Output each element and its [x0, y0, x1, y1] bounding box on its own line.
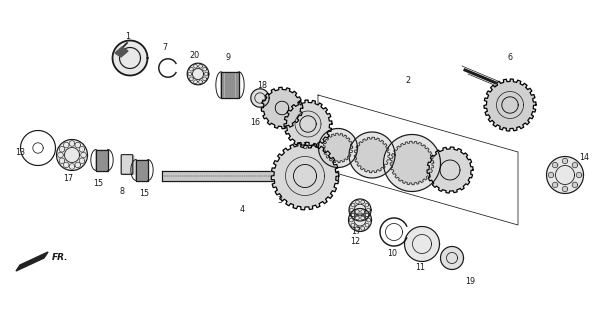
Polygon shape: [262, 87, 303, 129]
Polygon shape: [391, 141, 434, 185]
Text: 9: 9: [225, 53, 231, 62]
Text: 17: 17: [351, 228, 361, 236]
Text: 20: 20: [189, 52, 199, 60]
Polygon shape: [115, 47, 128, 57]
Polygon shape: [271, 142, 339, 210]
Text: FR.: FR.: [52, 253, 69, 262]
Text: 15: 15: [139, 189, 149, 198]
Polygon shape: [162, 171, 338, 181]
Polygon shape: [56, 140, 88, 171]
Text: 8: 8: [120, 188, 125, 196]
Polygon shape: [405, 227, 440, 261]
Text: 18: 18: [257, 81, 267, 90]
Polygon shape: [562, 158, 568, 164]
Polygon shape: [553, 182, 558, 188]
Text: 7: 7: [163, 44, 168, 52]
Text: 5: 5: [303, 141, 308, 150]
Text: 4: 4: [239, 205, 244, 214]
Polygon shape: [349, 199, 371, 221]
Polygon shape: [484, 79, 536, 131]
Polygon shape: [136, 159, 148, 180]
Polygon shape: [221, 72, 239, 98]
Text: 12: 12: [350, 237, 360, 246]
Text: 16: 16: [250, 117, 260, 126]
Polygon shape: [546, 156, 583, 194]
Text: 11: 11: [415, 263, 425, 273]
Text: 13: 13: [15, 148, 25, 156]
Polygon shape: [319, 129, 357, 167]
Text: 6: 6: [508, 53, 513, 62]
Polygon shape: [96, 149, 107, 171]
Text: 17: 17: [63, 173, 73, 182]
Polygon shape: [16, 252, 48, 271]
Polygon shape: [553, 163, 558, 168]
Polygon shape: [572, 182, 578, 188]
Polygon shape: [284, 100, 332, 148]
Text: 15: 15: [93, 180, 103, 188]
Polygon shape: [122, 156, 134, 173]
Polygon shape: [440, 246, 464, 269]
Polygon shape: [577, 172, 581, 178]
Text: 19: 19: [465, 277, 475, 286]
Polygon shape: [187, 63, 209, 85]
Polygon shape: [349, 209, 371, 231]
Text: 3: 3: [278, 196, 282, 204]
Polygon shape: [572, 163, 578, 168]
Polygon shape: [562, 186, 568, 192]
Polygon shape: [548, 172, 554, 178]
Polygon shape: [112, 41, 147, 76]
Polygon shape: [323, 133, 353, 163]
Polygon shape: [427, 147, 473, 193]
Polygon shape: [349, 132, 395, 178]
Polygon shape: [354, 137, 390, 173]
Text: 14: 14: [579, 154, 589, 163]
Text: 1: 1: [125, 31, 131, 41]
Text: 2: 2: [405, 76, 411, 84]
Polygon shape: [251, 89, 269, 107]
Polygon shape: [384, 134, 440, 191]
Text: 10: 10: [387, 250, 397, 259]
